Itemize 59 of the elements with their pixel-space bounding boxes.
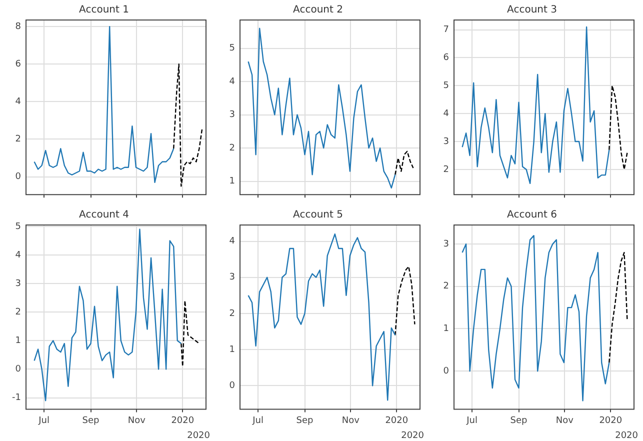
y-tick-label: 1	[229, 176, 235, 187]
x-tick-label: Jul	[38, 416, 50, 426]
y-tick-label: 5	[443, 80, 449, 91]
x-tick-label: 2020	[599, 416, 622, 426]
y-tick-label: 0	[15, 172, 22, 182]
y-tick-label: 3	[443, 239, 449, 250]
x-tick-label: Nov	[556, 416, 574, 426]
y-tick-label: 2	[229, 308, 235, 319]
x-tick-label: Nov	[342, 416, 360, 426]
x-tick-label: Sep	[296, 416, 314, 426]
chart-title: Account 2	[293, 4, 343, 16]
x-tick-label: 2020	[385, 416, 408, 426]
line-series	[608, 252, 628, 364]
x-tick-label: 2020	[171, 416, 194, 426]
y-tick-label: 8	[15, 22, 22, 32]
y-tick-label: 2	[443, 282, 449, 292]
y-tick-label: 1	[15, 336, 21, 346]
y-tick-label: 2	[229, 143, 235, 154]
chart-title: Account 3	[507, 4, 557, 16]
x-tick-label: Jul	[466, 416, 478, 426]
y-tick-label: 2	[15, 134, 21, 145]
x-tick-label: Sep	[510, 416, 528, 426]
y-tick-label: 1	[229, 344, 235, 355]
line-series	[180, 300, 200, 367]
y-tick-label: 3	[443, 136, 449, 147]
y-tick-label: 0	[443, 366, 450, 376]
chart-title: Account 4	[79, 210, 129, 221]
y-tick-label: 0	[15, 364, 22, 375]
y-tick-label: 4	[229, 76, 236, 87]
line-series	[394, 150, 414, 176]
y-tick-label: 4	[15, 97, 22, 108]
x-tick-label: Jul	[252, 416, 264, 426]
x-tick-label: Sep	[82, 416, 100, 426]
chart-title: Account 1	[79, 4, 129, 16]
y-tick-label: 7	[443, 25, 449, 36]
y-tick-label: 4	[443, 108, 450, 119]
y-tick-label: 6	[15, 59, 22, 70]
y-tick-label: 3	[15, 278, 21, 289]
y-tick-label: 4	[15, 250, 22, 260]
y-tick-label: 5	[229, 44, 235, 54]
text: 2020	[401, 430, 424, 441]
x-tick-label: Nov	[128, 416, 146, 426]
y-tick-label: 6	[443, 53, 450, 64]
y-tick-label: 1	[443, 324, 449, 334]
y-tick-label: 5	[15, 222, 21, 232]
line-series	[173, 64, 203, 187]
chart-title: Account 6	[507, 210, 557, 221]
y-tick-label: 2	[15, 307, 21, 318]
y-tick-label: 2	[443, 164, 449, 175]
text: 2020	[187, 430, 210, 441]
line-series	[608, 85, 628, 170]
y-tick-label: 3	[229, 110, 235, 120]
y-tick-label: 0	[229, 381, 236, 392]
y-tick-label: 4	[229, 236, 236, 247]
y-tick-label: 3	[229, 272, 235, 283]
line-series	[394, 266, 416, 336]
text: 2020	[615, 430, 638, 441]
y-tick-label: -1	[12, 393, 21, 404]
chart-title: Account 5	[293, 210, 343, 221]
